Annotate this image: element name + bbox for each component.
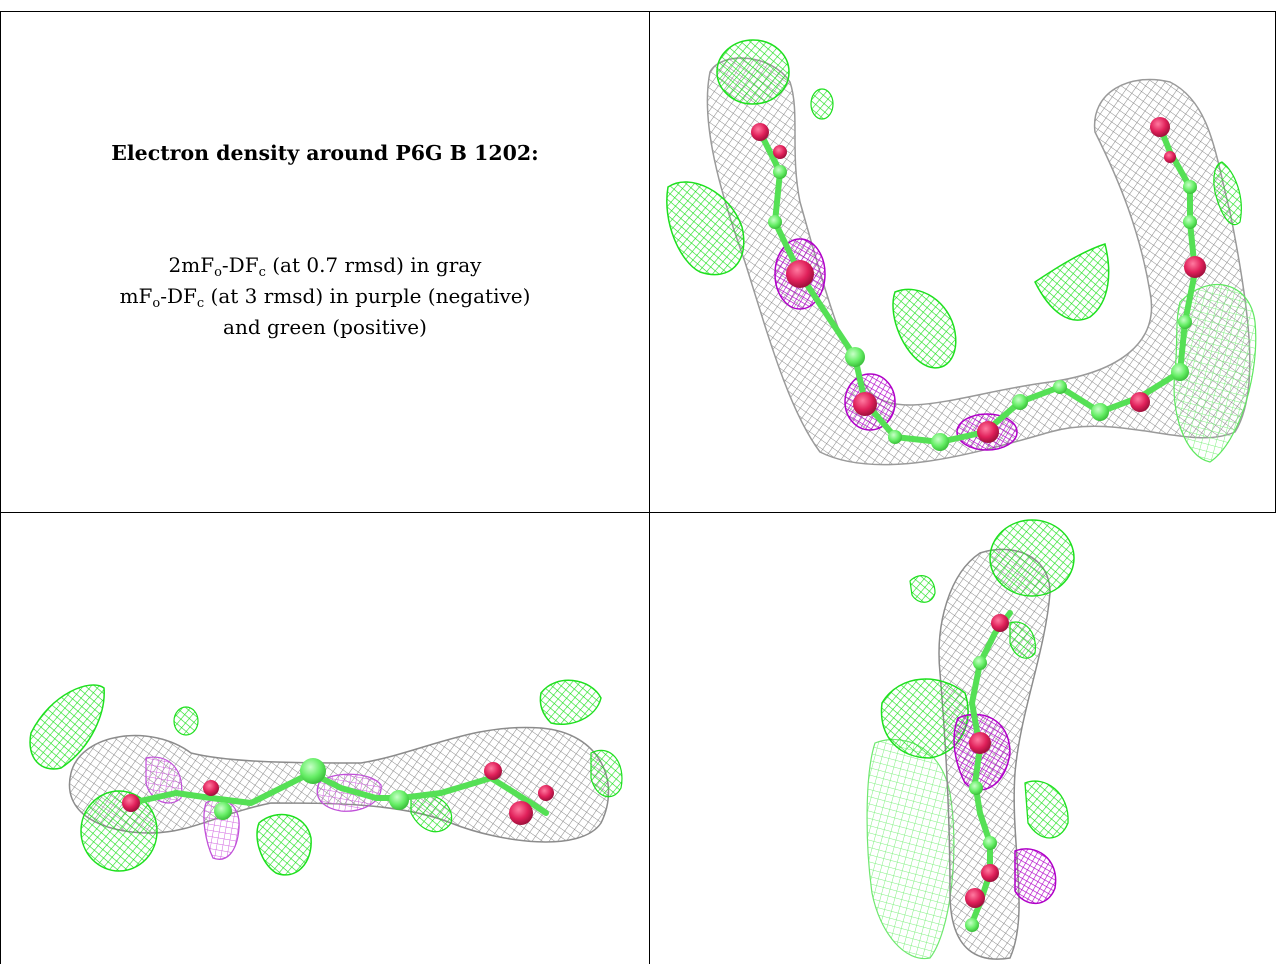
gray-density-mesh bbox=[706, 57, 1251, 466]
oxygen-atom bbox=[509, 801, 533, 825]
ligand-atoms bbox=[965, 614, 1009, 932]
carbon-atom bbox=[1183, 180, 1197, 194]
green-density-blob bbox=[590, 749, 623, 798]
green-density-blob bbox=[989, 519, 1075, 597]
carbon-atom bbox=[983, 836, 997, 850]
carbon-atom bbox=[1183, 215, 1197, 229]
legend-line-positive: and green (positive) bbox=[223, 315, 427, 339]
green-density-blob bbox=[1024, 780, 1069, 839]
carbon-atom bbox=[1091, 403, 1109, 421]
legend-line-difference: mFo-DFc (at 3 rmsd) in purple (negative) bbox=[1, 281, 649, 312]
border-middle bbox=[0, 512, 1276, 513]
legend-text: 2mF bbox=[168, 253, 215, 277]
carbon-atom bbox=[888, 430, 902, 444]
green-density-blob bbox=[666, 181, 745, 276]
subscript: c bbox=[196, 296, 205, 311]
oxygen-atom bbox=[751, 123, 769, 141]
green-density-blob bbox=[1173, 284, 1257, 463]
purple-density-blob bbox=[1014, 848, 1057, 905]
oxygen-atom bbox=[484, 762, 502, 780]
green-density-blob bbox=[29, 684, 105, 770]
oxygen-atom bbox=[969, 732, 991, 754]
density-view-bottom-left bbox=[1, 513, 649, 964]
density-view-top-right bbox=[650, 12, 1275, 512]
carbon-atom bbox=[973, 656, 987, 670]
density-view-bottom-right bbox=[650, 513, 1276, 964]
oxygen-atom bbox=[786, 260, 814, 288]
green-density-blob bbox=[909, 575, 936, 603]
oxygen-atom bbox=[122, 794, 140, 812]
green-density-blob bbox=[256, 813, 312, 876]
legend-line-gray: 2mFo-DFc (at 0.7 rmsd) in gray bbox=[1, 250, 649, 281]
border-left bbox=[0, 11, 1, 964]
carbon-atom bbox=[1012, 394, 1028, 410]
oxygen-atom bbox=[538, 785, 554, 801]
oxygen-atom bbox=[203, 780, 219, 796]
density-image-bottom-left bbox=[29, 679, 623, 876]
green-density-blob bbox=[1213, 161, 1242, 226]
oxygen-atom bbox=[981, 864, 999, 882]
green-density-blob bbox=[80, 790, 158, 872]
ligand-atoms bbox=[122, 758, 554, 825]
oxygen-atom bbox=[773, 145, 787, 159]
green-density-blob bbox=[1034, 243, 1110, 321]
figure-title: Electron density around P6G B 1202: bbox=[111, 141, 539, 165]
carbon-atom bbox=[389, 790, 409, 810]
oxygen-atom bbox=[977, 421, 999, 443]
green-density-blob bbox=[716, 39, 790, 105]
legend-text: (at 0.7 rmsd) in gray bbox=[265, 253, 482, 277]
carbon-atom bbox=[1053, 380, 1067, 394]
legend-text: -DF bbox=[221, 253, 259, 277]
green-density-blob bbox=[1009, 621, 1037, 659]
legend-text: (at 3 rmsd) in purple (negative) bbox=[204, 284, 531, 308]
green-density-blob bbox=[810, 88, 834, 120]
oxygen-atom bbox=[1130, 392, 1150, 412]
carbon-atom bbox=[965, 918, 979, 932]
carbon-atom bbox=[768, 215, 782, 229]
subscript: o bbox=[152, 296, 161, 311]
green-density-blob bbox=[173, 706, 199, 736]
carbon-atom bbox=[300, 758, 326, 784]
carbon-atom bbox=[1171, 363, 1189, 381]
oxygen-atom bbox=[853, 392, 877, 416]
green-density-blob bbox=[892, 288, 957, 369]
oxygen-atom bbox=[991, 614, 1009, 632]
oxygen-atom bbox=[965, 888, 985, 908]
figure-description: 2mFo-DFc (at 0.7 rmsd) in gray mFo-DFc (… bbox=[1, 250, 649, 343]
oxygen-atom bbox=[1150, 117, 1170, 137]
carbon-atom bbox=[214, 802, 232, 820]
carbon-atom bbox=[931, 433, 949, 451]
caption-cell: Electron density around P6G B 1202: 2mFo… bbox=[1, 12, 649, 512]
carbon-atom bbox=[969, 781, 983, 795]
carbon-atom bbox=[1178, 315, 1192, 329]
border-center bbox=[649, 11, 650, 964]
legend-text: -DF bbox=[160, 284, 197, 308]
green-density-blob bbox=[539, 679, 602, 725]
density-image-top-right bbox=[666, 39, 1257, 466]
subscript: c bbox=[258, 265, 266, 280]
legend-text: mF bbox=[119, 284, 153, 308]
oxygen-atom bbox=[1184, 256, 1206, 278]
carbon-atom bbox=[773, 165, 787, 179]
carbon-atom bbox=[845, 347, 865, 367]
ligand-atoms bbox=[751, 117, 1206, 451]
oxygen-atom bbox=[1164, 151, 1176, 163]
subscript: o bbox=[214, 265, 222, 280]
border-top bbox=[0, 11, 1276, 12]
green-density-blob bbox=[866, 739, 955, 960]
density-image-bottom-right bbox=[866, 519, 1075, 960]
